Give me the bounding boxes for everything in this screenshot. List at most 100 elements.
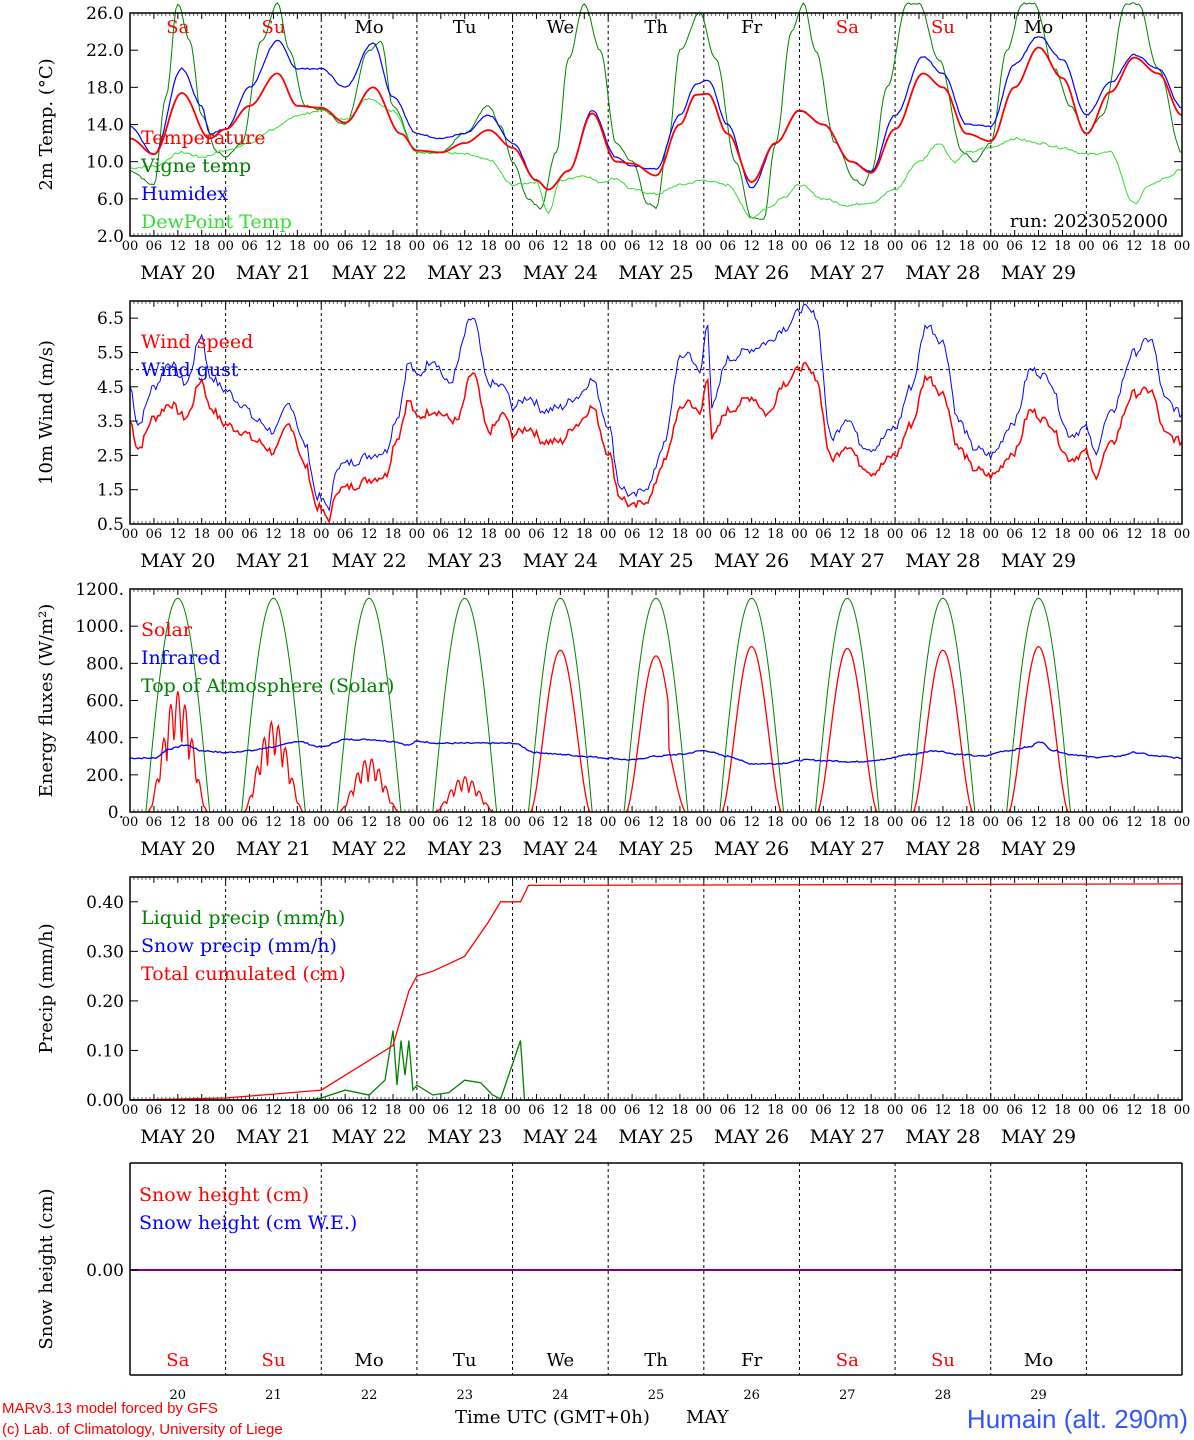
hour-tick-label: 18 (959, 239, 976, 254)
hour-tick-label: 06 (815, 1103, 832, 1118)
day-date-label: MAY 25 (618, 550, 693, 572)
legend-entry: Wind speed (141, 331, 253, 353)
y-tick-label: 0.20 (86, 992, 124, 1012)
toa-solar-curve (432, 597, 498, 813)
hour-tick-label: 12 (743, 527, 760, 542)
y-tick-label: 0.5 (97, 515, 124, 535)
hour-tick-label: 00 (504, 239, 521, 254)
legend-entry: DewPoint Temp (141, 211, 292, 233)
hour-tick-label: 00 (791, 527, 808, 542)
hour-tick-label: 06 (146, 527, 163, 542)
day-date-label: MAY 29 (1001, 1126, 1076, 1148)
weekday-label: Fr (741, 17, 762, 38)
hour-tick-label: 12 (648, 1103, 665, 1118)
hour-tick-label: 12 (265, 239, 282, 254)
hour-tick-label: 06 (433, 239, 450, 254)
y-tick-label: 22.0 (86, 41, 124, 61)
hour-tick-label: 18 (576, 815, 593, 830)
y-tick-label: 6.5 (97, 309, 124, 329)
panel-1: 10m Wind (m/s) 0.5 1.5 2.5 3.5 4.5 5.5 6.5 Wind … (36, 300, 1183, 535)
hour-tick-label: 00 (887, 527, 904, 542)
hour-tick-label: 18 (193, 1103, 210, 1118)
hour-tick-label: 12 (170, 815, 187, 830)
hour-tick-label: 06 (911, 815, 928, 830)
series-total (129, 883, 1183, 1101)
y-tick-label: 1.5 (97, 481, 124, 501)
hour-tick-label: 00 (600, 815, 617, 830)
y-tick-label: 0.00 (86, 1091, 124, 1111)
toa-solar-curve (814, 597, 880, 813)
hour-tick-label: 18 (385, 527, 402, 542)
series-infrared (129, 738, 1183, 766)
hour-tick-label: 00 (1174, 815, 1191, 830)
x-axis-month: MAY (686, 1407, 730, 1428)
hour-tick-label: 18 (672, 815, 689, 830)
hour-tick-label: 06 (624, 239, 641, 254)
hour-tick-label: 06 (146, 815, 163, 830)
y-tick-label: 200. (86, 766, 124, 786)
y-axis-label: 10m Wind (m/s) (36, 340, 57, 485)
hour-tick-label: 18 (767, 815, 784, 830)
hour-tick-label: 18 (289, 815, 306, 830)
hour-tick-label: 18 (576, 1103, 593, 1118)
hour-tick-label: 06 (624, 1103, 641, 1118)
hour-tick-label: 00 (122, 1103, 139, 1118)
day-date-label: MAY 22 (332, 262, 407, 284)
day-date-label: MAY 22 (332, 550, 407, 572)
day-number-label: 25 (648, 1388, 665, 1403)
panel-2: Energy fluxes (W/m²) 0. 200. 400. 600. 800. 10… (36, 580, 1183, 823)
hour-tick-label: 00 (313, 1103, 330, 1118)
hour-tick-label: 06 (528, 239, 545, 254)
hour-tick-label: 18 (480, 239, 497, 254)
toa-solar-curve (145, 597, 211, 813)
hour-tick-label: 18 (480, 527, 497, 542)
day-date-label: MAY 23 (427, 838, 502, 860)
y-tick-label: 0.40 (86, 893, 124, 913)
hour-tick-label: 00 (1078, 1103, 1095, 1118)
hour-tick-label: 12 (648, 239, 665, 254)
day-number-label: 29 (1030, 1388, 1047, 1403)
hour-tick-label: 06 (815, 527, 832, 542)
weekday-label: Mo (354, 1350, 383, 1371)
hour-tick-label: 06 (337, 527, 354, 542)
hour-tick-label: 00 (600, 527, 617, 542)
hour-tick-label: 06 (911, 1103, 928, 1118)
day-date-label: MAY 20 (140, 838, 215, 860)
toa-solar-curve (241, 597, 306, 813)
day-date-label: MAY 28 (905, 838, 980, 860)
hour-tick-label: 18 (767, 527, 784, 542)
hour-tick-label: 18 (863, 815, 880, 830)
hour-tick-label: 12 (935, 239, 952, 254)
y-tick-label: 2.0 (97, 227, 124, 247)
panel-3: Precip (mm/h) 0.00 0.10 0.20 0.30 0.40 Liquid … (36, 876, 1183, 1111)
hour-tick-label: 18 (289, 239, 306, 254)
legend-entry: Total cumulated (cm) (141, 963, 346, 985)
hour-tick-label: 12 (839, 815, 856, 830)
hour-tick-label: 00 (1078, 815, 1095, 830)
y-tick-label: 6.0 (97, 190, 124, 210)
solar-curve (816, 647, 878, 813)
solar-curve (529, 649, 591, 813)
hour-tick-label: 00 (696, 239, 713, 254)
hour-tick-label: 00 (1078, 527, 1095, 542)
legend-entry: Snow height (cm W.E.) (139, 1212, 357, 1234)
weekday-label: Th (644, 17, 668, 38)
hour-tick-label: 18 (959, 1103, 976, 1118)
toa-solar-curve (528, 597, 593, 813)
hour-tick-label: 18 (480, 815, 497, 830)
weekday-label: Tu (453, 1350, 477, 1371)
solar-curve (912, 649, 974, 813)
hour-tick-label: 12 (456, 1103, 473, 1118)
day-date-label: MAY 27 (810, 262, 885, 284)
hour-tick-label: 18 (1054, 815, 1071, 830)
weekday-label: Sa (166, 17, 189, 38)
day-date-label: MAY 24 (523, 838, 598, 860)
hour-tick-label: 18 (959, 527, 976, 542)
hour-tick-label: 12 (170, 1103, 187, 1118)
y-axis-label: Precip (mm/h) (36, 923, 57, 1053)
day-date-label: MAY 29 (1001, 838, 1076, 860)
hour-tick-label: 00 (982, 1103, 999, 1118)
run-label: run: 2023052000 (1010, 211, 1168, 232)
y-tick-label: 3.5 (97, 412, 124, 432)
day-date-label: MAY 20 (140, 550, 215, 572)
